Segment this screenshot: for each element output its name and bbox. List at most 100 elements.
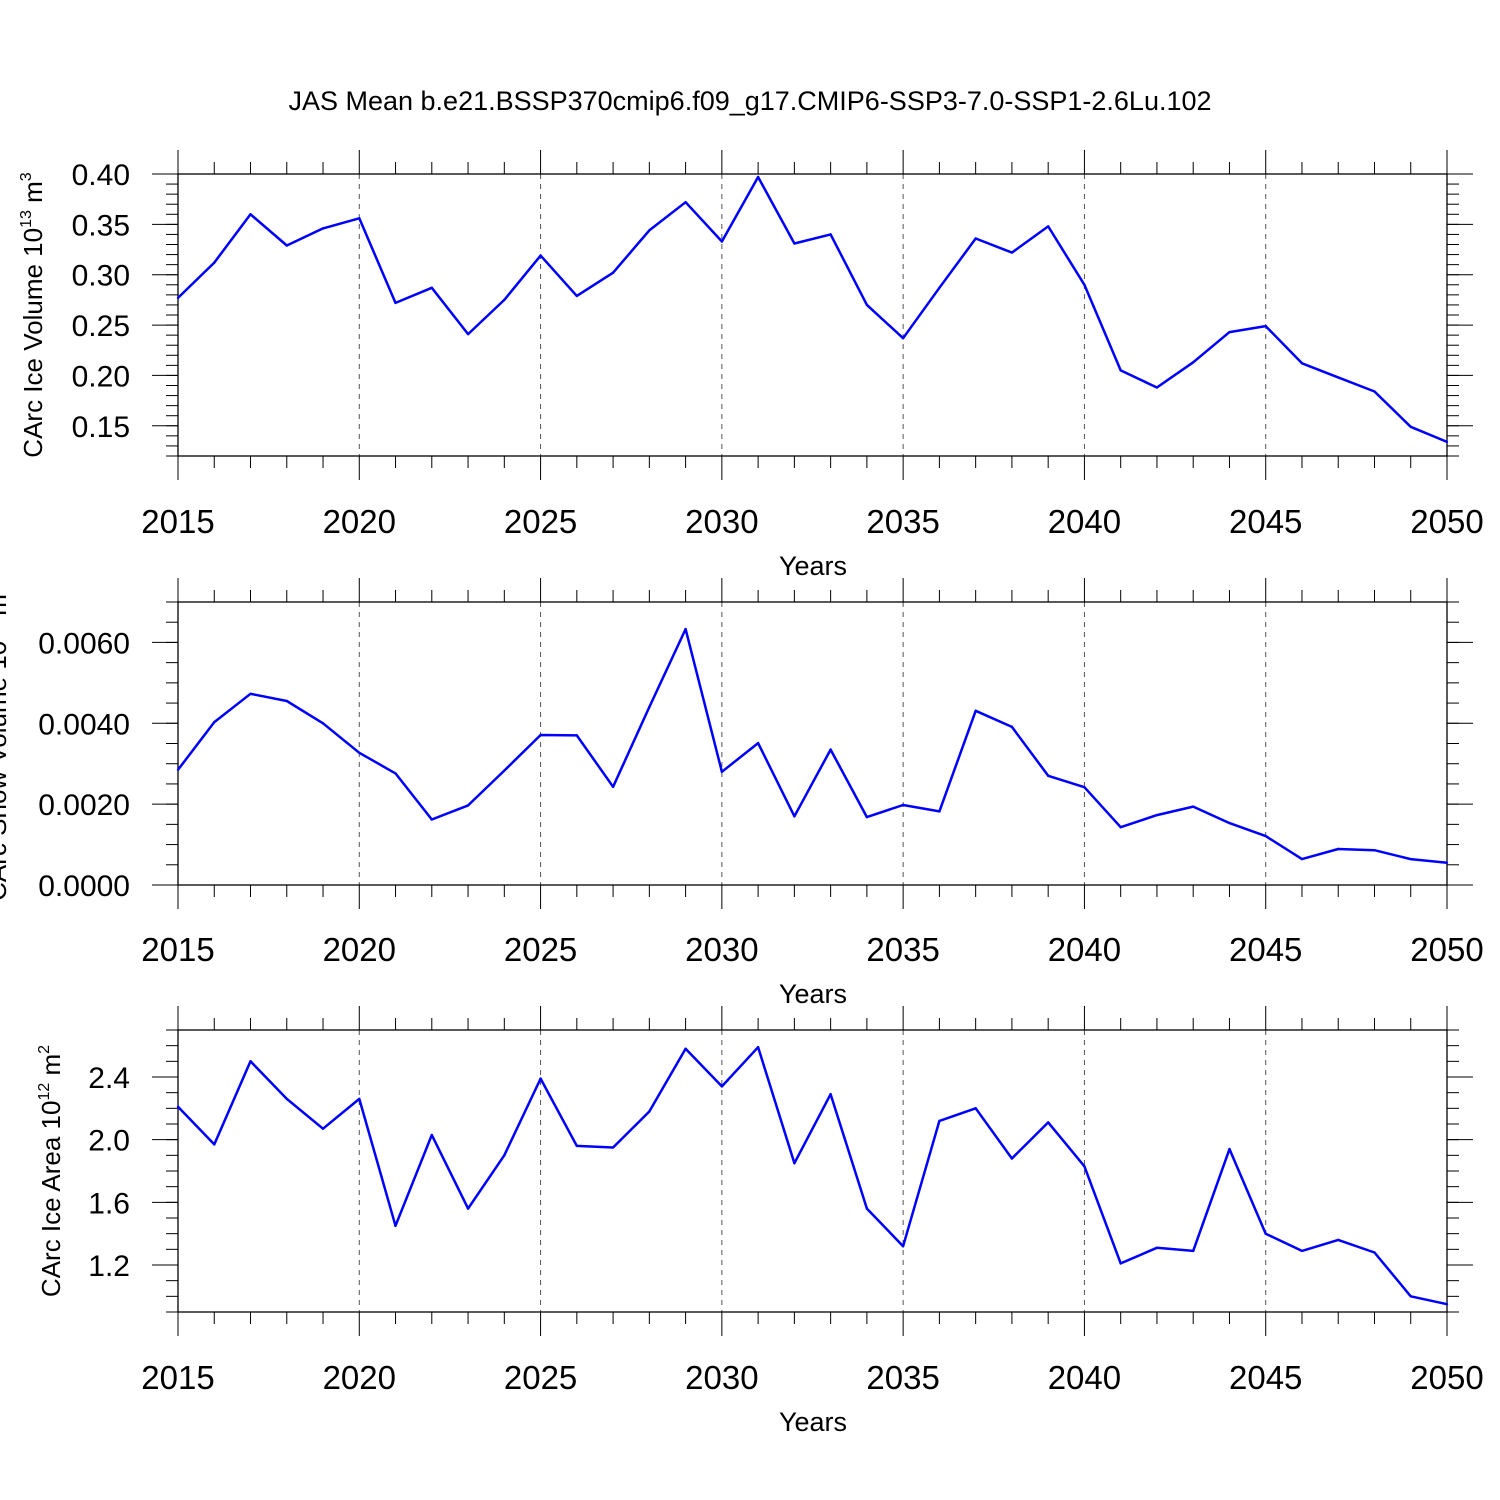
data-point-area-2027 [611, 1146, 615, 1149]
y-tick-label: 0.0040 [38, 708, 130, 741]
data-point-snow-2022 [430, 818, 433, 821]
y-tick-label: 0.30 [72, 260, 130, 293]
data-point-volume-2016 [213, 261, 216, 264]
y-axis-label-unit: m [0, 594, 12, 623]
data-point-snow-2019 [321, 722, 325, 725]
y-tick-label: 2.4 [88, 1062, 130, 1095]
data-point-volume-2023 [466, 332, 470, 336]
y-axis-label-text: CArc Snow Volume 10 [0, 641, 12, 901]
data-point-area-2029 [684, 1047, 687, 1051]
data-point-volume-2036 [938, 286, 941, 289]
y-tick-label: 0.15 [72, 411, 130, 444]
x-tick-label: 2045 [1229, 1359, 1302, 1396]
data-point-volume-2041 [1119, 369, 1122, 372]
data-point-area-2037 [974, 1107, 977, 1110]
data-point-area-2018 [285, 1097, 288, 1101]
y-axis-label-unit-exponent: 3 [18, 172, 35, 181]
data-point-area-2040 [1083, 1165, 1086, 1168]
x-tick-label: 2015 [141, 1359, 214, 1396]
data-point-volume-2040 [1083, 283, 1086, 286]
data-point-snow-2023 [466, 804, 470, 807]
x-tick-label: 2030 [685, 503, 758, 540]
data-point-snow-2015 [176, 768, 180, 771]
data-point-snow-2045 [1264, 834, 1267, 838]
data-point-snow-2047 [1337, 847, 1340, 851]
data-point-volume-2027 [611, 271, 615, 274]
data-point-volume-2033 [829, 233, 832, 236]
x-tick-label: 2050 [1410, 931, 1483, 968]
data-point-area-2035 [901, 1245, 905, 1248]
series-line-snow [177, 627, 1448, 865]
data-point-volume-2049 [1409, 425, 1412, 428]
data-point-snow-2036 [938, 810, 941, 813]
data-point-snow-2016 [213, 720, 216, 724]
y-tick-label: 0.0020 [38, 789, 130, 822]
data-point-volume-2047 [1337, 376, 1340, 379]
data-point-volume-2025 [539, 254, 542, 257]
y-axis-label-unit-exponent: 2 [36, 1045, 53, 1054]
data-point-area-2025 [539, 1077, 542, 1080]
panel-snow: 0.0000 0.0020 0.0040 0.0060 2015 2020 2025 2030… [0, 578, 1484, 1009]
data-point-volume-2020 [358, 217, 361, 220]
data-point-snow-2028 [648, 705, 651, 709]
data-point-volume-2015 [176, 296, 180, 300]
y-tick-label: 0.25 [72, 310, 130, 343]
data-point-volume-2038 [1010, 251, 1014, 254]
data-point-volume-2039 [1047, 225, 1050, 228]
data-point-snow-2027 [611, 785, 615, 788]
data-point-area-2024 [503, 1154, 506, 1157]
data-point-area-2016 [213, 1143, 216, 1146]
data-point-snow-2050 [1445, 861, 1449, 864]
data-point-volume-2037 [974, 237, 977, 240]
data-point-snow-2035 [901, 803, 905, 807]
data-point-snow-2029 [684, 627, 687, 631]
x-tick-label: 2015 [141, 503, 214, 540]
data-point-area-2047 [1337, 1238, 1340, 1242]
data-point-volume-2045 [1264, 324, 1267, 328]
data-point-volume-2019 [321, 227, 325, 230]
figure-title: JAS Mean b.e21.BSSP370cmip6.f09_g17.CMIP… [288, 86, 1211, 116]
data-point-snow-2018 [285, 699, 288, 703]
data-point-volume-2029 [684, 201, 687, 204]
data-point-area-2021 [394, 1224, 397, 1228]
x-tick-label: 2040 [1048, 503, 1121, 540]
x-tick-label: 2045 [1229, 931, 1302, 968]
data-point-area-2041 [1119, 1262, 1122, 1265]
y-tick-label: 0.20 [72, 360, 130, 393]
data-point-area-2043 [1192, 1249, 1195, 1253]
y-tick-label: 1.2 [88, 1250, 130, 1283]
y-axis-label-exponent: 12 [36, 1083, 53, 1101]
data-point-volume-2044 [1228, 330, 1231, 334]
data-point-area-2036 [938, 1119, 941, 1123]
data-point-volume-2050 [1445, 440, 1449, 444]
y-tick-label: 0.0060 [38, 627, 130, 660]
data-point-area-2046 [1300, 1249, 1304, 1253]
y-axis-label: CArc Ice Area 1012 m2 [36, 1045, 66, 1297]
data-point-volume-2034 [865, 303, 869, 307]
data-point-volume-2042 [1155, 386, 1159, 389]
data-point-volume-2026 [575, 294, 578, 298]
data-point-snow-2041 [1119, 826, 1122, 829]
y-tick-label: 0.35 [72, 209, 130, 242]
data-point-area-2017 [249, 1060, 252, 1063]
data-point-area-2048 [1373, 1251, 1376, 1254]
data-point-area-2033 [829, 1093, 832, 1096]
data-point-snow-2042 [1155, 813, 1159, 817]
data-point-area-2045 [1264, 1232, 1267, 1235]
x-tick-label: 2020 [323, 503, 396, 540]
data-point-snow-2020 [358, 751, 361, 754]
data-point-volume-2048 [1373, 390, 1376, 393]
data-point-area-2049 [1409, 1295, 1412, 1298]
data-point-volume-2022 [430, 286, 433, 289]
data-point-volume-2024 [503, 298, 506, 302]
data-point-snow-2025 [539, 733, 542, 737]
x-axis-label: Years [779, 551, 847, 581]
data-point-snow-2039 [1047, 774, 1050, 777]
x-tick-label: 2020 [323, 931, 396, 968]
data-point-area-2026 [575, 1144, 578, 1148]
y-tick-label: 0.0000 [38, 870, 130, 903]
x-tick-label: 2015 [141, 931, 214, 968]
data-point-volume-2017 [249, 213, 252, 216]
x-axis-label: Years [779, 979, 847, 1009]
data-point-snow-2043 [1192, 805, 1195, 808]
